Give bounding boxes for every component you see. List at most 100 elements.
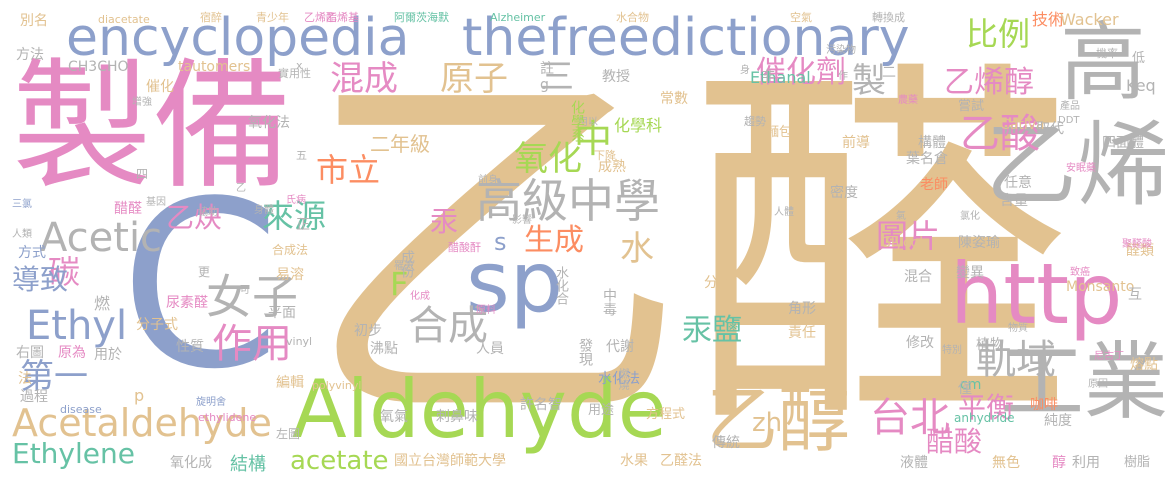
word-ji-quan: 致癌 xyxy=(1070,267,1090,278)
word-bian-ji: 編輯 xyxy=(276,375,304,391)
word-ka-fei: 咖啡 xyxy=(1030,397,1058,413)
word-hua-xue-ke: 化學科 xyxy=(614,116,663,135)
word-ye-ti: 液體 xyxy=(900,455,928,471)
word-fei-dian: 沸點 xyxy=(370,341,398,357)
word-ji-lv: 機率 xyxy=(1096,47,1118,60)
word-he-cheng: 合成 xyxy=(408,303,488,349)
word-yi-suan: 乙酸 xyxy=(960,111,1040,157)
word-hun-he: 混合 xyxy=(904,269,932,285)
word-chu-bu: 初步 xyxy=(354,323,382,339)
word-er-nian-ji: 二年級 xyxy=(370,132,430,156)
word-chun-du: 純度 xyxy=(1044,413,1072,429)
word-jiao-xing: 角形 xyxy=(788,301,816,317)
word-shen: 身 xyxy=(740,65,750,76)
word-yi: 乙 xyxy=(236,183,246,194)
word-cu-quan: 醋醛 xyxy=(114,201,142,217)
word-bie-ming: 別名 xyxy=(20,13,48,29)
word-f: F xyxy=(390,265,409,303)
word-polyvinyl: polyvinyl xyxy=(312,379,362,392)
word-jia-chun: 甲醇 xyxy=(790,89,817,104)
word-di-yi: 第一 xyxy=(20,357,88,397)
word-diacetate: diacetate xyxy=(98,13,150,26)
word-p: p xyxy=(134,386,145,405)
word-ren-ti: 人體 xyxy=(774,207,794,218)
word-bi-li: 比例 xyxy=(966,15,1031,53)
word-zhong: 中 xyxy=(574,117,613,161)
word-xu-ming-zhi: 許名智 xyxy=(520,397,562,413)
word-an-yi: 安眠藥 xyxy=(1066,163,1096,174)
word-ch3cho: CH3CHO xyxy=(68,59,129,75)
word-hua-xue-xi: 化學系 xyxy=(569,100,585,142)
word-quan-lei: 醛類 xyxy=(1126,243,1154,259)
word-vinyl: vinyl xyxy=(286,335,313,348)
word-wu-se: 無色 xyxy=(992,455,1020,471)
word-c: C xyxy=(120,153,281,420)
word-di: 低 xyxy=(1132,51,1146,66)
word-fei: 非 xyxy=(762,69,776,84)
word-acetate: acetate xyxy=(290,446,389,476)
word-tai-bei: 台北 xyxy=(870,395,950,441)
word-fang-shi: 方式 xyxy=(18,245,46,261)
word-wu: 五 xyxy=(296,149,307,162)
word-ran: 燃 xyxy=(94,294,111,313)
word-rong-dian: 熔點 xyxy=(1130,357,1158,373)
word-qu-dai: 取代 xyxy=(1036,121,1064,137)
word-ping-heng: 平衡 xyxy=(958,391,1015,424)
word-ethylene: Ethylene xyxy=(12,437,135,470)
word-shi-bing: 氏病 xyxy=(286,195,306,206)
word-ye-ming-cang: 葉名倉 xyxy=(906,151,948,167)
word-nong-yao: 農藥 xyxy=(898,95,918,106)
word-cheng-fen: 成份 xyxy=(399,250,415,278)
word-nv-zi: 女子 xyxy=(206,270,298,324)
word-zhi-mid: 製 xyxy=(852,61,886,101)
word-xia-jiang: 下降 xyxy=(594,149,616,162)
word-fa: 法 xyxy=(18,371,32,387)
word-si: 四 xyxy=(136,167,149,181)
word-shu-zhi: 樹脂 xyxy=(1124,455,1151,470)
word-qi: 氣 xyxy=(896,211,906,222)
word-gong-ye: 工業 xyxy=(1000,333,1169,431)
word-yong-yu2: 用途 xyxy=(588,403,615,418)
word-wacker: Wacker xyxy=(1060,10,1119,29)
word-shui: 水 xyxy=(620,229,654,269)
word-yi-xi-chun: 乙烯醇 xyxy=(944,65,1034,100)
word-dai-xie: 代謝 xyxy=(606,339,634,355)
word-chen-zi-yu: 陳姿瑜 xyxy=(958,235,1000,251)
word-ni-gu-ding: 尼古丁 xyxy=(1094,351,1124,362)
word-lai-yuan: 來源 xyxy=(262,197,327,235)
word-han-liang: 含量 xyxy=(1000,193,1028,209)
word-qian-shen: 前身 xyxy=(478,175,498,186)
word-zeng-qiang: 增強 xyxy=(132,97,152,108)
word-hun-cheng: 混成 xyxy=(330,59,398,99)
word-dao-zhi: 導致 xyxy=(12,263,69,296)
word-yi-que: 乙炔 xyxy=(166,201,223,234)
word-ethyl: Ethyl xyxy=(26,303,128,349)
word-yuan-zi: 原子 xyxy=(440,59,508,99)
word-geng: 更 xyxy=(198,265,211,279)
word-keq: Keq xyxy=(1126,76,1156,95)
word-ethylidene: ethylidene xyxy=(198,411,257,424)
word-ji-shu: 技術 xyxy=(1032,10,1065,29)
word-glycol: Glycol xyxy=(880,235,924,251)
word-yi-quan-fa: 乙醛法 xyxy=(660,453,702,469)
word-encyclopedia: encyclopedia xyxy=(66,8,410,68)
word-zhu: 註 xyxy=(540,61,554,77)
word-yi-xi-2: 乙烯基 xyxy=(326,11,359,24)
word-acetic: Acetic xyxy=(40,215,163,261)
word-zuo-yong: 作用 xyxy=(212,321,292,367)
word-ddt: DDT xyxy=(1058,115,1080,126)
word-yang-qi: 氧氣 xyxy=(380,409,408,425)
word-chun: 醇 xyxy=(1052,455,1066,471)
word-ran-shao: 燃燒 xyxy=(617,368,630,390)
word-cui-hua-ji: 催化劑 xyxy=(756,55,846,90)
word-yi-chun: 乙醇 xyxy=(706,378,851,462)
word-zh: zh xyxy=(752,408,783,438)
word-cheng-re: 成熟 xyxy=(598,159,626,175)
word-xie-zhu: 協助 xyxy=(198,207,218,218)
word-http: http xyxy=(950,245,1123,343)
word-jian-quan: 醋酸酐 xyxy=(448,241,481,254)
word-yong-yi: 用以 xyxy=(578,117,598,128)
word-niao-su-quan: 尿素醛 xyxy=(166,295,208,311)
word-xuan-ming-shi: 旋明舍 xyxy=(196,397,226,408)
